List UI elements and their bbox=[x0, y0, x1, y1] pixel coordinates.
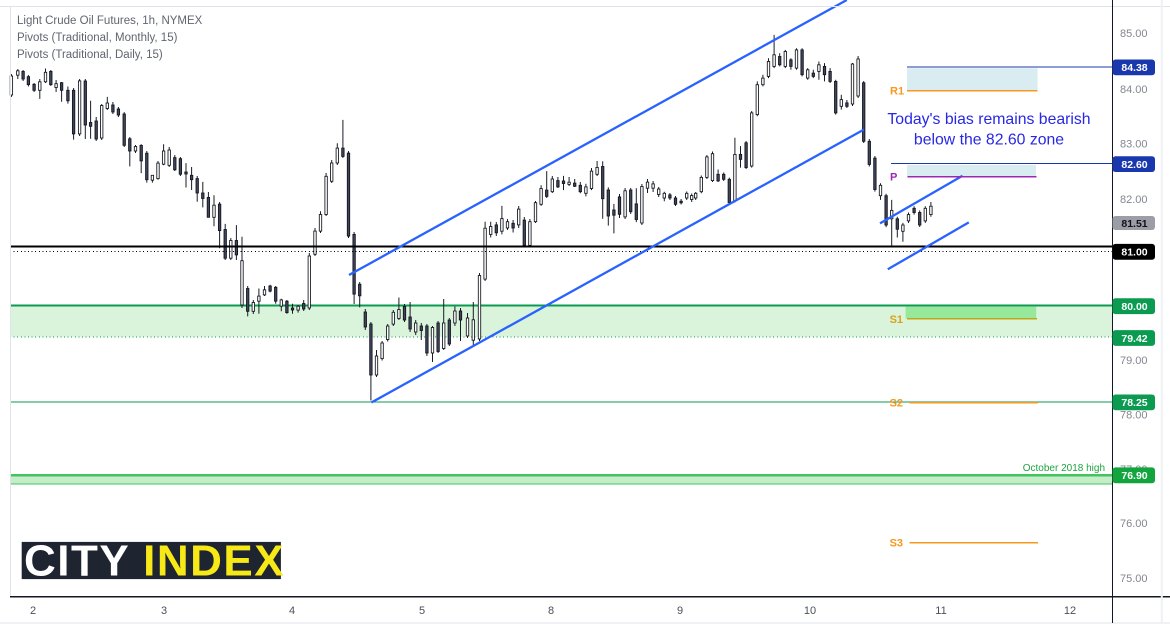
svg-text:4: 4 bbox=[289, 605, 295, 617]
svg-text:3: 3 bbox=[161, 605, 167, 617]
svg-text:11: 11 bbox=[935, 605, 946, 617]
svg-text:76.90: 76.90 bbox=[1121, 470, 1147, 482]
svg-text:12: 12 bbox=[1064, 605, 1076, 617]
svg-text:P: P bbox=[890, 172, 897, 184]
svg-text:83.00: 83.00 bbox=[1120, 139, 1148, 151]
svg-text:S1: S1 bbox=[890, 314, 903, 326]
svg-text:82.00: 82.00 bbox=[1120, 194, 1148, 206]
svg-text:75.00: 75.00 bbox=[1120, 573, 1148, 585]
svg-text:78.00: 78.00 bbox=[1120, 410, 1148, 422]
svg-text:8: 8 bbox=[548, 605, 554, 617]
svg-text:5: 5 bbox=[419, 605, 425, 617]
svg-text:78.25: 78.25 bbox=[1121, 397, 1147, 409]
svg-text:9: 9 bbox=[677, 605, 683, 617]
svg-text:S2: S2 bbox=[890, 398, 903, 410]
svg-text:76.00: 76.00 bbox=[1120, 518, 1148, 530]
svg-text:84.38: 84.38 bbox=[1121, 62, 1147, 74]
svg-text:Pivots (Traditional, Daily, 15: Pivots (Traditional, Daily, 15) bbox=[17, 49, 163, 61]
svg-text:82.60: 82.60 bbox=[1121, 159, 1147, 171]
svg-text:81.51: 81.51 bbox=[1121, 218, 1147, 230]
svg-text:S3: S3 bbox=[890, 538, 903, 550]
svg-text:79.42: 79.42 bbox=[1121, 333, 1147, 345]
svg-text:10: 10 bbox=[804, 605, 816, 617]
svg-text:2: 2 bbox=[30, 605, 36, 617]
svg-text:R1: R1 bbox=[890, 86, 904, 98]
svg-text:Pivots (Traditional, Monthly,: Pivots (Traditional, Monthly, 15) bbox=[17, 32, 178, 44]
svg-text:81.00: 81.00 bbox=[1121, 247, 1147, 259]
svg-text:October 2018 high: October 2018 high bbox=[1023, 463, 1105, 474]
svg-text:Today's bias remains bearish: Today's bias remains bearish bbox=[887, 111, 1090, 128]
svg-text:79.00: 79.00 bbox=[1120, 355, 1148, 367]
svg-text:below the 82.60 zone: below the 82.60 zone bbox=[914, 132, 1064, 149]
svg-text:85.00: 85.00 bbox=[1120, 28, 1148, 40]
svg-text:84.00: 84.00 bbox=[1120, 84, 1148, 96]
svg-text:Light Crude Oil Futures, 1h, N: Light Crude Oil Futures, 1h, NYMEX bbox=[17, 15, 203, 27]
svg-text:80.00: 80.00 bbox=[1121, 301, 1147, 313]
svg-text:CITY INDEX: CITY INDEX bbox=[24, 537, 285, 586]
